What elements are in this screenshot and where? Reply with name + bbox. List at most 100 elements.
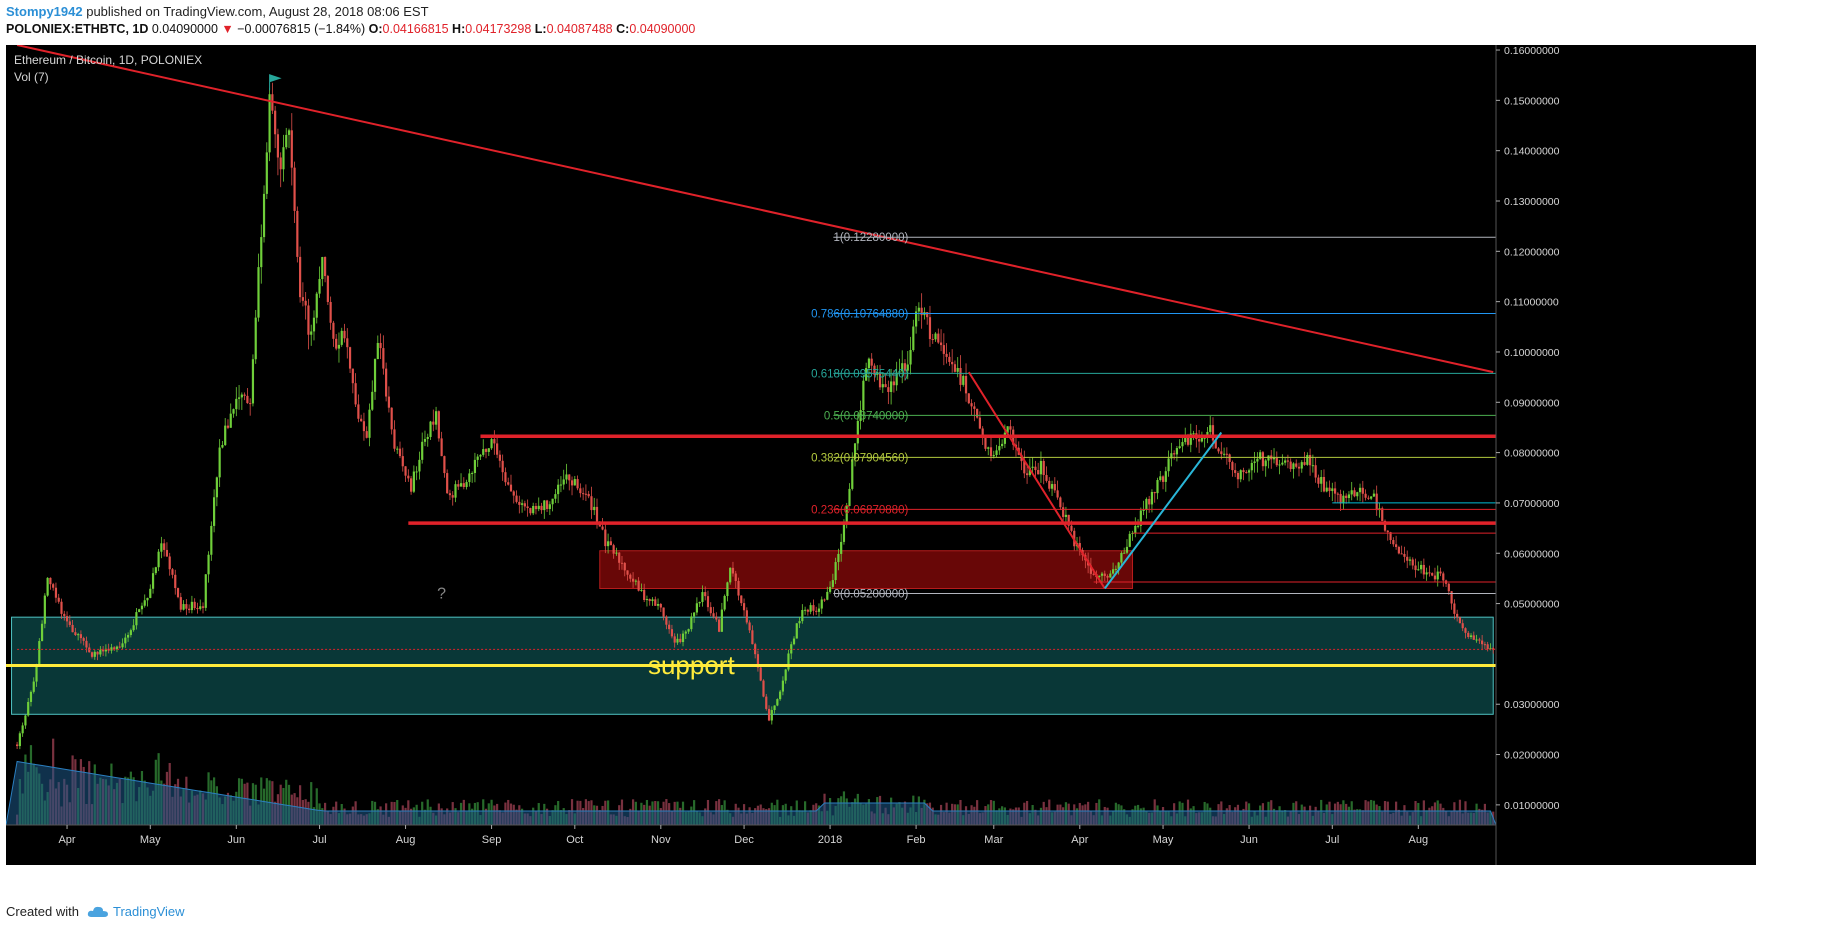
candle — [1092, 573, 1095, 575]
candle — [168, 556, 171, 570]
candle — [665, 616, 668, 625]
candle — [1422, 564, 1425, 575]
candle — [890, 381, 893, 392]
candle — [828, 586, 832, 592]
candle — [1469, 635, 1473, 638]
footer: Created with TradingView — [6, 904, 185, 919]
candle — [1189, 433, 1192, 445]
candle — [892, 381, 895, 386]
candle — [99, 649, 102, 655]
candle — [687, 629, 690, 632]
candle — [262, 193, 266, 238]
candle — [57, 597, 60, 602]
candle — [1025, 473, 1029, 476]
candle — [107, 648, 110, 651]
candle — [260, 237, 263, 268]
candle — [1234, 470, 1237, 473]
candle — [737, 580, 740, 596]
candle — [1450, 591, 1453, 604]
candle — [726, 582, 729, 596]
candle — [179, 597, 182, 610]
price-axis[interactable] — [1496, 45, 1756, 865]
tradingview-link[interactable]: TradingView — [87, 904, 185, 919]
candle — [88, 647, 91, 653]
candle — [27, 701, 30, 716]
candle — [440, 438, 443, 457]
candle — [723, 595, 726, 610]
candle — [1003, 432, 1006, 444]
candle — [540, 505, 543, 511]
candle — [537, 505, 540, 510]
candle — [693, 612, 696, 617]
candle — [964, 375, 968, 394]
candle — [759, 667, 762, 681]
candle — [1159, 476, 1162, 481]
candle — [792, 638, 796, 645]
candle — [543, 500, 546, 511]
price-chart[interactable]: 1(0.12280000) 0.786(0.10764880) 0.618(0.09… — [5, 44, 1840, 895]
candle — [60, 601, 63, 614]
x-tick-label: Feb — [907, 834, 926, 846]
candle — [293, 167, 296, 211]
candle — [1372, 493, 1376, 497]
y-tick-label: 0.10000000 — [1504, 347, 1560, 359]
fib-label: 0.382(0.07904560) — [811, 452, 908, 464]
publisher-name[interactable]: Stompy1942 — [6, 4, 83, 19]
candle — [301, 297, 304, 301]
candle — [43, 595, 46, 624]
candle — [1048, 480, 1051, 489]
candle — [54, 587, 58, 598]
candle — [160, 543, 163, 552]
up-slope-line — [1103, 431, 1223, 590]
candle — [371, 391, 374, 410]
candle — [1001, 443, 1004, 447]
candle — [193, 601, 196, 609]
candle — [1408, 559, 1412, 561]
candle — [1120, 552, 1123, 563]
candle — [407, 475, 410, 479]
candle — [1173, 453, 1176, 455]
candle — [1245, 472, 1248, 474]
candle — [476, 456, 479, 460]
chart-container[interactable]: 1(0.12280000) 0.786(0.10764880) 0.618(0.09… — [5, 44, 1840, 895]
candle — [465, 482, 468, 488]
candle — [1386, 530, 1389, 533]
chart-title: Ethereum / Bitcoin, 1D, POLONIEX — [14, 53, 202, 67]
candle — [751, 630, 754, 645]
candle — [434, 411, 438, 425]
published-info: published on TradingView.com, August 28,… — [86, 4, 429, 19]
candle — [332, 322, 335, 339]
candle — [71, 624, 74, 633]
candle — [163, 543, 166, 550]
candle — [995, 450, 998, 456]
red-zone — [599, 550, 1134, 589]
candle — [878, 372, 882, 388]
candle — [484, 449, 488, 452]
candle — [487, 448, 490, 452]
volume-ma — [5, 760, 1497, 826]
y-tick-label: 0.01000000 — [1504, 800, 1560, 812]
peak-flag-icon — [269, 74, 282, 83]
high-label: H: — [452, 22, 466, 36]
candle — [473, 459, 477, 474]
candle — [1200, 437, 1203, 442]
candle — [1439, 571, 1442, 574]
tradingview-brand: TradingView — [112, 904, 185, 919]
candle — [1020, 454, 1023, 462]
candle — [595, 506, 599, 522]
candle — [1167, 458, 1170, 472]
x-tick-label: May — [140, 834, 161, 846]
y-tick-label: 0.07000000 — [1504, 498, 1560, 510]
candle — [354, 383, 357, 405]
candle — [1392, 540, 1395, 545]
candle — [1483, 644, 1487, 646]
candle — [570, 480, 574, 486]
candle — [96, 651, 99, 655]
candle — [493, 439, 496, 444]
candle — [976, 408, 979, 418]
fib-label: 0.236(0.06870880) — [811, 504, 908, 516]
candle — [132, 625, 135, 631]
candle — [240, 394, 243, 398]
candle — [1209, 425, 1212, 432]
candle — [1320, 476, 1323, 484]
